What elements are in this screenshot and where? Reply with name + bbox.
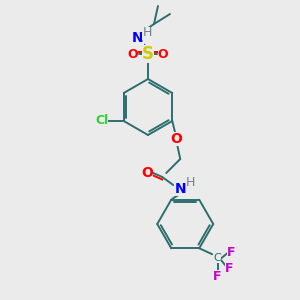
Text: S: S bbox=[142, 45, 154, 63]
Text: F: F bbox=[227, 246, 236, 259]
Text: O: O bbox=[158, 47, 168, 61]
Text: Cl: Cl bbox=[95, 115, 108, 128]
Text: N: N bbox=[132, 31, 144, 45]
Text: H: H bbox=[186, 176, 195, 190]
Text: O: O bbox=[141, 166, 153, 180]
Text: C: C bbox=[213, 253, 221, 263]
Text: F: F bbox=[225, 262, 233, 275]
Text: F: F bbox=[213, 270, 221, 283]
Text: N: N bbox=[174, 182, 186, 196]
Text: H: H bbox=[142, 26, 152, 40]
Text: O: O bbox=[128, 47, 138, 61]
Text: O: O bbox=[170, 132, 182, 146]
